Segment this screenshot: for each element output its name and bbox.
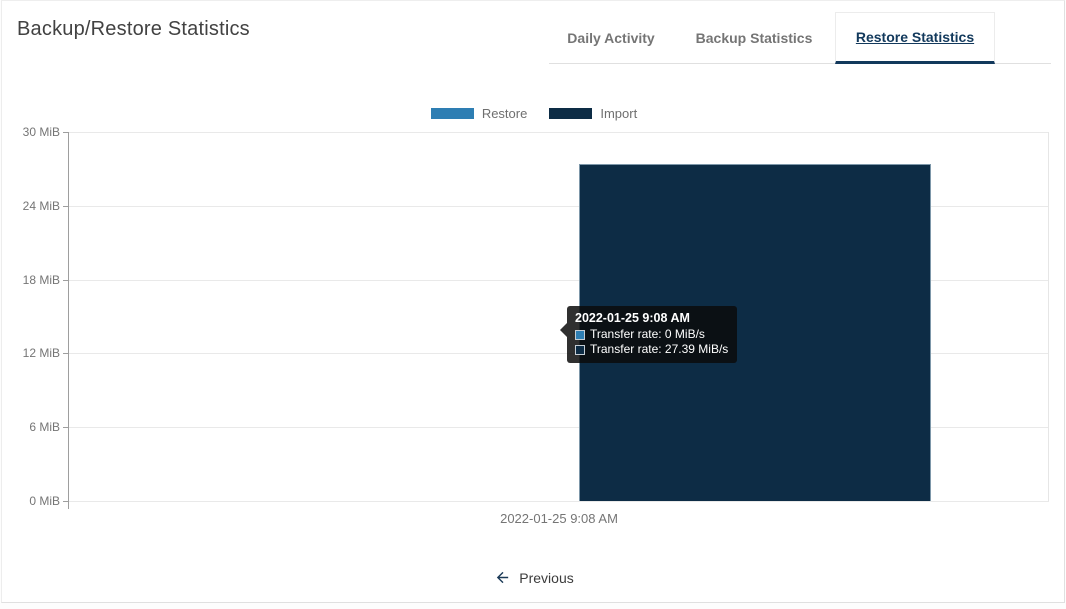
y-tick [63,205,69,207]
previous-label: Previous [519,569,574,586]
y-tick-label: 12 MiB [22,346,60,361]
import-swatch-icon [575,344,585,355]
legend-label-import: Import [600,106,638,121]
tab-bar: Daily Activity Backup Statistics Restore… [549,12,995,64]
gridline [69,205,1049,207]
x-tick-label: 2022-01-25 9:08 AM [500,511,618,526]
y-tick [63,501,69,502]
gridline [69,501,1049,502]
y-tick-label: 0 MiB [29,494,60,508]
gridline [69,279,1049,281]
tabs-underline [549,63,1051,64]
chart-tooltip: 2022-01-25 9:08 AM Transfer rate: 0 MiB/… [559,306,738,363]
y-tick-label: 30 MiB [22,125,60,139]
chart-legend: Restore Import [2,106,1066,121]
tab-daily-activity[interactable]: Daily Activity [567,30,655,46]
gridline [69,353,1049,355]
tooltip-row: Transfer rate: 0 MiB/s [575,327,728,342]
chart-pagination: Previous [2,569,1066,586]
import-swatch-icon [549,108,593,119]
tooltip-row-label: Transfer rate: 0 MiB/s [590,327,705,341]
tooltip-row-label: Transfer rate: 27.39 MiB/s [590,342,729,356]
y-tick [63,353,69,355]
y-tick [63,279,69,281]
plot-right-border [1048,132,1049,501]
page-title: Backup/Restore Statistics [17,18,250,40]
previous-button[interactable]: Previous [494,569,574,586]
restore-swatch-icon [430,108,474,119]
y-tick-label: 18 MiB [22,272,60,287]
restore-swatch-icon [575,329,585,340]
y-tick [63,427,69,429]
y-tick-label: 6 MiB [29,420,60,435]
gridline [69,427,1049,429]
legend-item-restore[interactable]: Restore [430,106,528,121]
gridline [69,132,1049,133]
legend-item-import[interactable]: Import [549,106,637,121]
bar-chart-plot: 30 MiB 24 MiB 18 MiB 12 MiB 6 MiB 0 MiB … [23,125,1049,526]
y-tick [63,132,69,133]
arrow-left-icon [494,569,511,586]
tooltip-row: Transfer rate: 27.39 MiB/s [575,342,728,357]
y-axis-line [68,132,69,509]
legend-label-restore: Restore [481,106,528,121]
tooltip-title: 2022-01-25 9:08 AM [575,311,690,325]
y-tick-label: 24 MiB [22,198,60,213]
tab-restore-statistics[interactable]: Restore Statistics [835,12,995,64]
tab-backup-statistics[interactable]: Backup Statistics [695,30,813,46]
